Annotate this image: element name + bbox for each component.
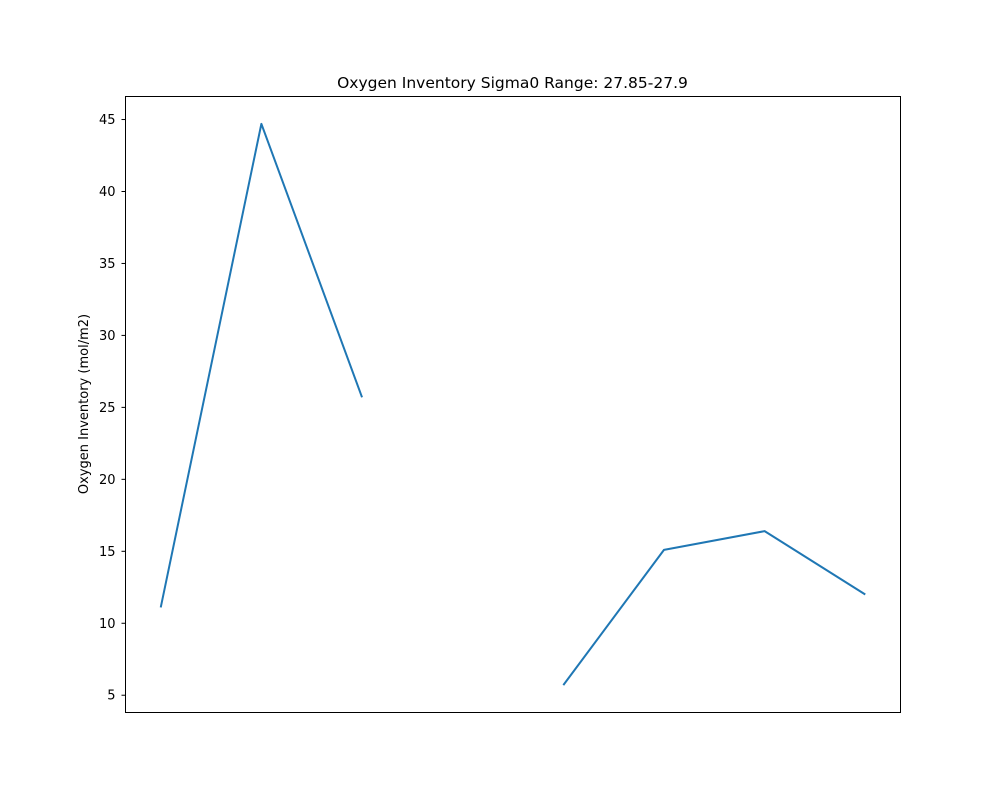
y-tick-label-45: 45 bbox=[99, 113, 116, 128]
y-tick-label-15: 15 bbox=[99, 545, 116, 560]
series-group bbox=[159, 122, 866, 686]
series-0-line-segment-1 bbox=[562, 530, 866, 686]
y-tick-label-25: 25 bbox=[99, 401, 116, 416]
y-tick-label-20: 20 bbox=[99, 473, 116, 488]
y-tick-label-5: 5 bbox=[107, 689, 115, 704]
y-axis-ticks: 5 10 15 20 25 30 35 40 45 bbox=[99, 113, 126, 704]
y-axis-label: Oxygen Inventory (mol/m2) bbox=[77, 314, 92, 494]
y-tick-label-30: 30 bbox=[99, 329, 116, 344]
chart-title: Oxygen Inventory Sigma0 Range: 27.85-27.… bbox=[337, 74, 688, 92]
y-tick-label-10: 10 bbox=[99, 617, 116, 632]
plot-area-frame bbox=[125, 96, 901, 713]
y-tick-label-35: 35 bbox=[99, 257, 116, 272]
series-0-line-segment-0 bbox=[159, 122, 363, 608]
y-tick-label-40: 40 bbox=[99, 185, 116, 200]
